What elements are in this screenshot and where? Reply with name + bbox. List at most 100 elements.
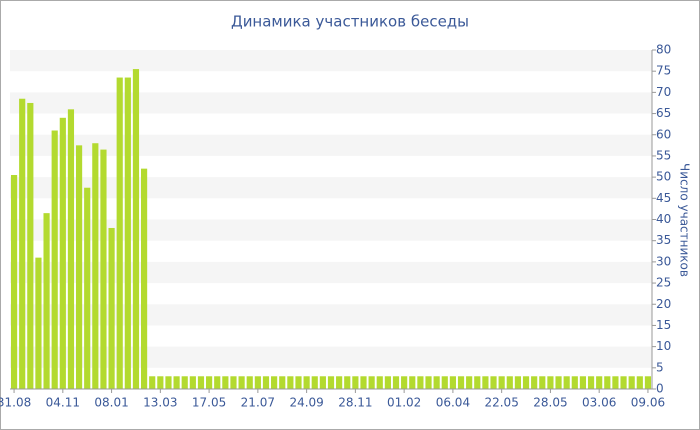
bar: [636, 376, 643, 389]
y-tick-label: 60: [656, 127, 671, 141]
y-tick-label: 70: [656, 85, 671, 99]
bar: [563, 376, 570, 389]
bar: [441, 376, 448, 389]
bar: [222, 376, 229, 389]
bar: [596, 376, 603, 389]
grid-band: [10, 304, 652, 326]
bar: [197, 376, 205, 389]
x-tick-label: 01.02: [387, 396, 421, 410]
grid-band: [10, 261, 652, 284]
x-tick-label: 17.05: [192, 396, 226, 410]
x-tick-label: 06.04: [436, 396, 470, 410]
bar: [295, 376, 302, 389]
y-tick-label: 40: [656, 212, 671, 226]
bar: [75, 145, 83, 389]
grid-band: [10, 219, 652, 241]
bar: [19, 98, 26, 389]
bar: [124, 77, 131, 389]
y-tick-label: 45: [656, 191, 671, 205]
bar: [149, 376, 156, 389]
bar: [100, 149, 107, 389]
bar: [482, 376, 489, 389]
bar: [376, 376, 383, 389]
x-tick-label: 04.11: [46, 396, 80, 410]
chart-title: Динамика участников беседы: [231, 13, 469, 31]
bar: [327, 376, 335, 389]
bar: [246, 376, 253, 389]
bar: [303, 376, 310, 389]
bar: [311, 376, 318, 389]
bar: [579, 376, 587, 389]
y-tick-label: 30: [656, 254, 671, 268]
y-tick-label: 65: [656, 106, 671, 120]
bar: [173, 376, 180, 389]
x-tick-label: 28.05: [533, 396, 567, 410]
bar: [59, 117, 66, 390]
y-tick-label: 0: [656, 382, 664, 396]
bar: [392, 376, 400, 389]
bar: [189, 376, 196, 389]
x-tick-label: 22.05: [484, 396, 518, 410]
bar: [181, 376, 188, 389]
bar: [92, 143, 99, 389]
bar: [108, 227, 115, 389]
bar: [165, 376, 172, 389]
bar: [141, 168, 148, 389]
bar: [368, 376, 375, 389]
y-tick-label: 35: [656, 233, 671, 247]
y-tick-label: 15: [656, 318, 671, 332]
bar: [457, 376, 465, 389]
bar: [384, 376, 391, 389]
bar: [35, 257, 42, 389]
x-tick-label: 31.08: [0, 396, 31, 410]
bar: [539, 376, 546, 389]
x-tick-label: 09.06: [631, 396, 665, 410]
bar: [132, 69, 140, 389]
y-tick-label: 5: [656, 360, 664, 374]
bar: [360, 376, 367, 389]
bar: [571, 376, 578, 389]
y-tick-label: 75: [656, 64, 671, 78]
bar: [336, 376, 343, 389]
bar: [409, 376, 416, 389]
x-tick-label: 08.01: [94, 396, 128, 410]
bar: [84, 187, 91, 389]
y-tick-label: 20: [656, 297, 671, 311]
bar: [51, 130, 58, 389]
bar: [116, 77, 123, 389]
bar: [262, 376, 270, 389]
y-tick-label: 80: [656, 43, 671, 57]
y-tick-label: 10: [656, 339, 671, 353]
bar: [206, 376, 213, 389]
bar: [498, 376, 505, 389]
bar: [449, 376, 456, 389]
bar: [214, 376, 221, 389]
grid-band: [10, 346, 652, 368]
bar: [474, 376, 481, 389]
bar: [344, 376, 351, 389]
bar: [157, 376, 164, 389]
bar: [433, 376, 440, 389]
bar: [522, 376, 530, 389]
bar: [67, 109, 75, 389]
y-axis-title: Число участников: [678, 163, 692, 277]
bar: [604, 376, 611, 389]
x-tick-label: 21.07: [241, 396, 275, 410]
bar: [43, 213, 50, 389]
y-tick-label: 25: [656, 276, 671, 290]
bar: [287, 376, 294, 389]
bar: [279, 376, 286, 389]
bar: [587, 376, 595, 389]
x-tick-label: 28.11: [338, 396, 372, 410]
bar: [319, 376, 326, 389]
x-tick-label: 13.03: [143, 396, 177, 410]
bar: [254, 376, 261, 389]
bar: [506, 376, 513, 389]
y-tick-label: 55: [656, 148, 671, 162]
grid-band: [10, 134, 652, 156]
bar: [612, 376, 619, 389]
y-tick-label: 50: [656, 170, 671, 184]
grid-band: [10, 177, 652, 199]
